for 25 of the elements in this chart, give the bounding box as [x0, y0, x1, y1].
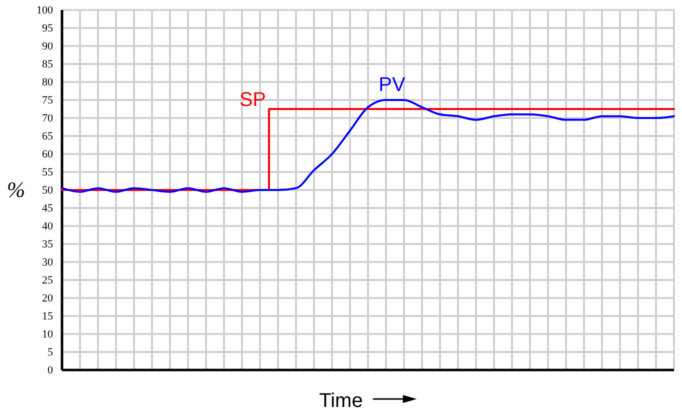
y-tick-label: 100	[36, 4, 54, 17]
y-tick-label: 5	[48, 346, 54, 359]
y-tick-label: 55	[42, 166, 54, 179]
y-tick-label: 30	[42, 256, 54, 269]
y-tick-label: 70	[42, 112, 54, 125]
y-tick-label: 80	[42, 76, 54, 89]
y-tick-label: 45	[42, 202, 54, 215]
y-tick-label: 50	[42, 184, 54, 197]
y-tick-label: 75	[42, 94, 54, 107]
y-tick-label: 15	[42, 310, 54, 323]
y-tick-label: 65	[42, 130, 54, 143]
y-tick-label: 35	[42, 238, 54, 251]
y-tick-label: 0	[48, 364, 54, 377]
y-tick-label: 90	[42, 40, 54, 53]
y-tick-label: 25	[42, 274, 54, 287]
y-tick-label: 10	[42, 328, 54, 341]
y-tick-label: 60	[42, 148, 54, 161]
y-tick-label: 85	[42, 58, 54, 71]
x-axis-title: Time	[319, 390, 363, 412]
y-tick-label: 95	[42, 22, 54, 35]
y-axis-title: %	[6, 177, 26, 202]
y-tick-label: 20	[42, 292, 54, 305]
series-label: PV	[378, 74, 406, 96]
y-tick-label: 40	[42, 220, 54, 233]
series-label: SP	[239, 89, 266, 111]
